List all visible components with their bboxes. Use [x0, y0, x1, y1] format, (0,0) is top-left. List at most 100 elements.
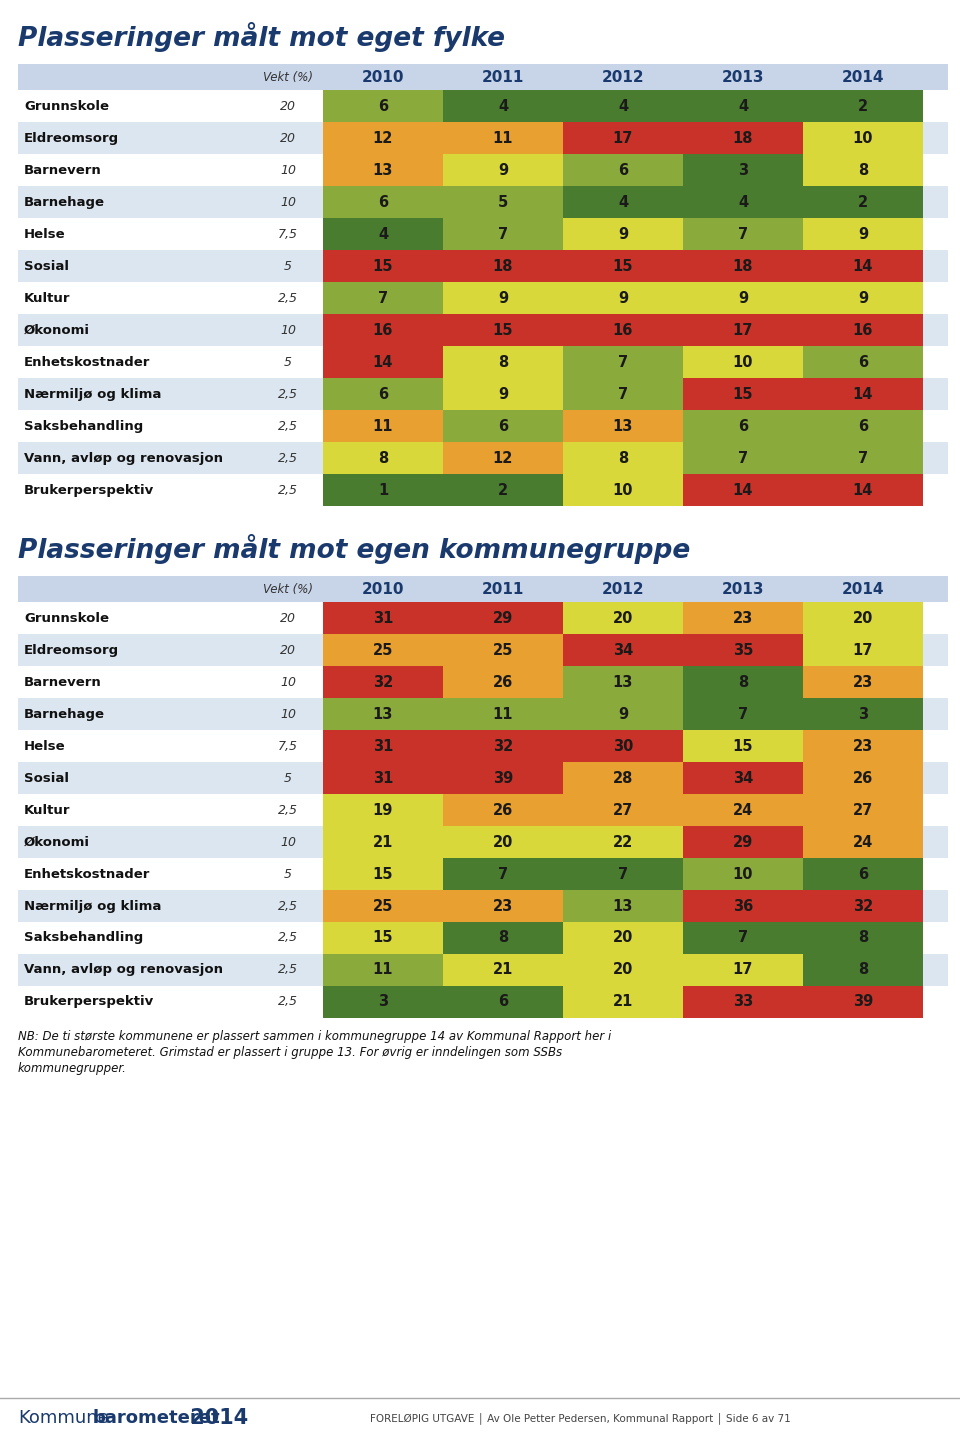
Text: 27: 27 [852, 802, 874, 818]
Bar [803, 922, 923, 954]
Text: 34: 34 [612, 642, 634, 657]
Text: 33: 33 [732, 995, 754, 1009]
Text: 20: 20 [492, 835, 514, 850]
Text: 20: 20 [852, 610, 874, 625]
Bar [563, 122, 683, 154]
Bar [443, 954, 563, 986]
Bar [563, 281, 683, 315]
Bar [443, 410, 563, 442]
Text: 23: 23 [852, 738, 874, 754]
Text: 9: 9 [858, 226, 868, 242]
Text: 15: 15 [372, 258, 394, 274]
Text: 7,5: 7,5 [278, 740, 298, 753]
Text: 3: 3 [858, 706, 868, 722]
Bar [563, 795, 683, 826]
Bar [563, 249, 683, 281]
Text: 2012: 2012 [602, 70, 644, 84]
Bar [18, 666, 948, 697]
Text: 28: 28 [612, 770, 634, 786]
Text: 34: 34 [732, 770, 754, 786]
Text: 8: 8 [378, 451, 388, 465]
Bar [683, 666, 803, 697]
Bar [18, 474, 948, 506]
Text: Saksbehandling: Saksbehandling [24, 931, 143, 944]
Text: 32: 32 [492, 738, 514, 754]
Text: 2012: 2012 [602, 581, 644, 596]
Text: Sosial: Sosial [24, 260, 69, 273]
Bar [683, 826, 803, 858]
Bar [683, 186, 803, 217]
Text: 2011: 2011 [482, 70, 524, 84]
Text: 6: 6 [618, 162, 628, 177]
Bar [563, 890, 683, 922]
Text: 31: 31 [372, 610, 394, 625]
Bar [683, 347, 803, 378]
Text: 31: 31 [372, 738, 394, 754]
Text: 13: 13 [612, 419, 634, 434]
Bar [323, 602, 443, 634]
Bar [803, 442, 923, 474]
Text: 2014: 2014 [842, 581, 884, 596]
Text: 14: 14 [852, 258, 874, 274]
Bar [563, 697, 683, 729]
Text: 5: 5 [284, 260, 292, 273]
Bar [18, 186, 948, 217]
Text: 17: 17 [732, 322, 754, 338]
Text: 20: 20 [280, 132, 296, 145]
Text: 6: 6 [498, 419, 508, 434]
Text: 10: 10 [280, 708, 296, 721]
Text: Plasseringer målt mot egen kommunegruppe: Plasseringer målt mot egen kommunegruppe [18, 534, 690, 564]
Text: 31: 31 [372, 770, 394, 786]
Bar [443, 281, 563, 315]
Bar [18, 602, 948, 634]
Text: 16: 16 [612, 322, 634, 338]
Bar [18, 249, 948, 281]
Bar [443, 763, 563, 795]
Text: Vann, avløp og renovasjon: Vann, avløp og renovasjon [24, 963, 223, 976]
Bar [18, 890, 948, 922]
Text: 5: 5 [498, 194, 508, 209]
Text: 2013: 2013 [722, 581, 764, 596]
Bar [683, 122, 803, 154]
Text: 6: 6 [858, 419, 868, 434]
Bar [563, 954, 683, 986]
Text: 5: 5 [284, 867, 292, 880]
Text: 2010: 2010 [362, 70, 404, 84]
Text: 7: 7 [618, 387, 628, 402]
Bar [683, 315, 803, 347]
Text: Grunnskole: Grunnskole [24, 612, 109, 625]
Text: Økonomi: Økonomi [24, 835, 90, 848]
Bar [443, 826, 563, 858]
Bar [563, 218, 683, 249]
Bar [443, 474, 563, 506]
Bar [683, 986, 803, 1018]
Bar [563, 602, 683, 634]
Bar [443, 186, 563, 217]
Text: 15: 15 [612, 258, 634, 274]
Bar [803, 986, 923, 1018]
Bar [443, 634, 563, 666]
Bar [803, 154, 923, 186]
Text: Brukerperspektiv: Brukerperspektiv [24, 483, 155, 496]
Text: Nærmiljø og klima: Nærmiljø og klima [24, 387, 161, 400]
Text: 20: 20 [280, 100, 296, 113]
Text: 20: 20 [280, 612, 296, 625]
Bar [323, 826, 443, 858]
Text: 23: 23 [492, 899, 514, 914]
Bar [323, 729, 443, 763]
Text: 15: 15 [372, 931, 394, 945]
Bar [18, 347, 948, 378]
Text: 32: 32 [372, 674, 394, 690]
Bar [563, 347, 683, 378]
Bar [563, 154, 683, 186]
Text: 15: 15 [492, 322, 514, 338]
Text: 29: 29 [492, 610, 514, 625]
Bar [683, 410, 803, 442]
Text: 26: 26 [492, 674, 514, 690]
Text: 10: 10 [280, 196, 296, 209]
Bar [443, 218, 563, 249]
Text: 7: 7 [498, 867, 508, 882]
Text: 9: 9 [618, 226, 628, 242]
Bar [803, 763, 923, 795]
Bar [323, 347, 443, 378]
